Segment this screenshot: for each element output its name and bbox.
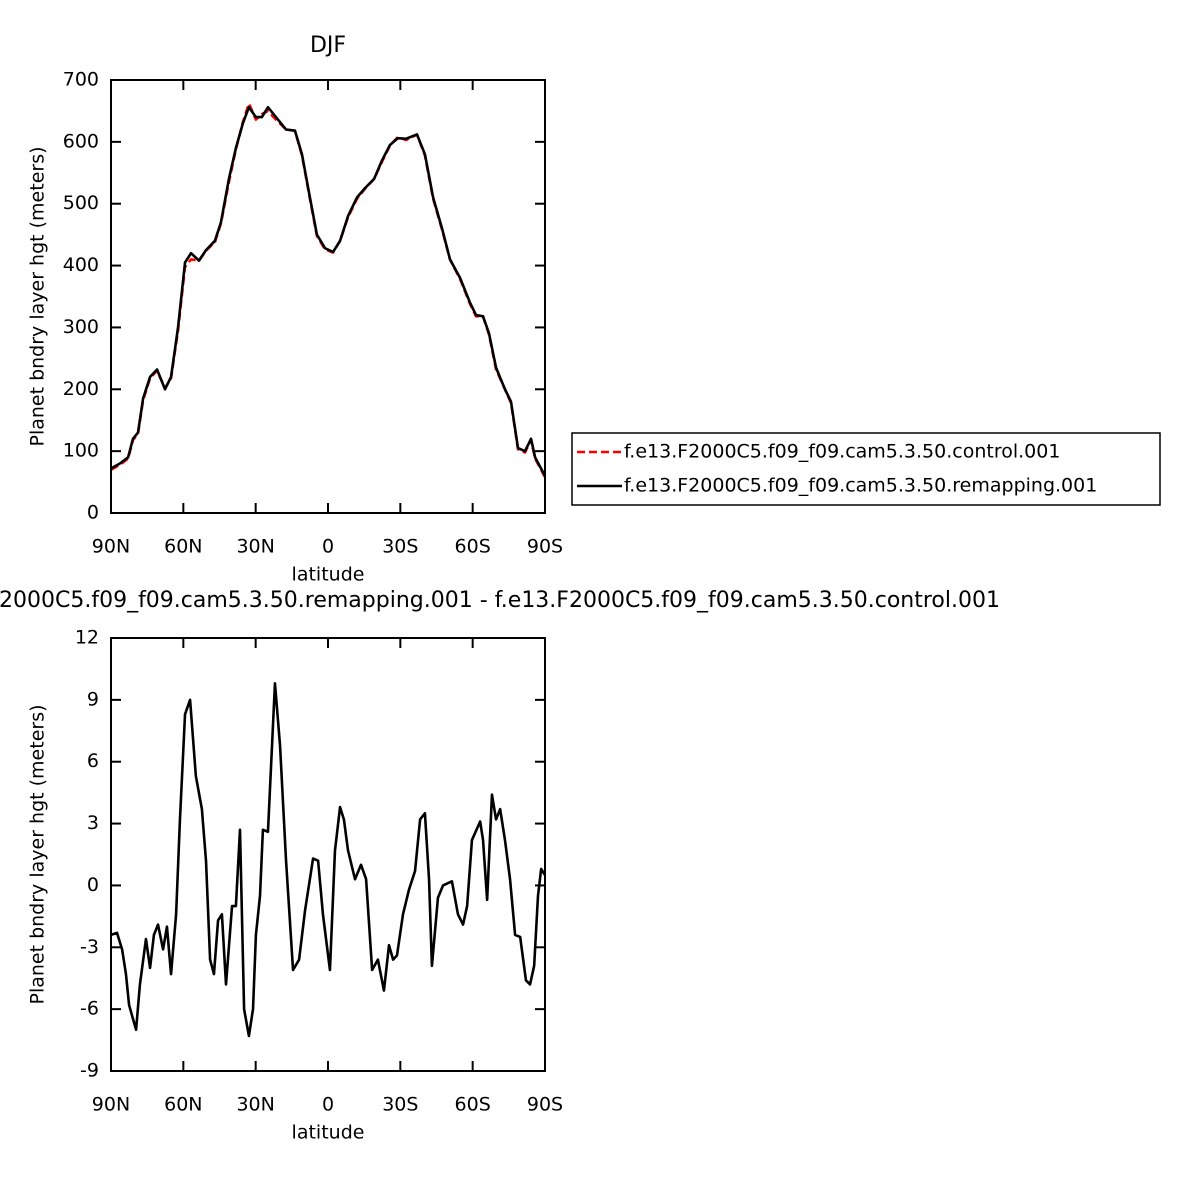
y-tick-label: 3 (87, 812, 99, 834)
y-tick-label: 500 (63, 192, 99, 214)
x-tick-label: 90N (92, 1094, 130, 1116)
x-axis-label: latitude (292, 1122, 365, 1144)
x-tick-label: 30N (236, 1094, 274, 1116)
data-line (110, 105, 547, 477)
y-tick-label: -9 (80, 1060, 99, 1082)
y-tick-label: 6 (87, 750, 99, 772)
plot-frame (110, 79, 546, 514)
x-tick-label: 90S (527, 1094, 563, 1116)
x-tick-label: 0 (322, 1094, 334, 1116)
y-tick-label: 600 (63, 130, 99, 152)
y-tick-label: 9 (87, 688, 99, 710)
y-axis-label: Planet bndry layer hgt (meters) (27, 704, 49, 1004)
y-tick-label: 400 (63, 254, 99, 276)
x-tick-label: 30S (382, 1094, 418, 1116)
chart-title: f.e13.F2000C5.f09_f09.cam5.3.50.remappin… (0, 588, 1000, 613)
y-tick-label: 300 (63, 316, 99, 338)
legend-box (571, 432, 1161, 506)
y-tick-label: -3 (80, 936, 99, 958)
legend-label: f.e13.F2000C5.f09_f09.cam5.3.50.control.… (624, 441, 1060, 463)
x-axis-label: latitude (292, 564, 365, 586)
x-tick-label: 90N (92, 536, 130, 558)
x-tick-label: 60S (455, 1094, 491, 1116)
y-tick-label: -6 (80, 998, 99, 1020)
x-tick-label: 30S (382, 536, 418, 558)
x-tick-label: 60N (164, 536, 202, 558)
x-tick-label: 60S (455, 536, 491, 558)
y-tick-label: 12 (75, 627, 99, 649)
data-line (110, 682, 547, 1038)
x-tick-label: 90S (527, 536, 563, 558)
plot-frame (110, 637, 546, 1072)
y-tick-label: 0 (87, 874, 99, 896)
y-tick-label: 700 (63, 69, 99, 91)
x-tick-label: 30N (236, 536, 274, 558)
legend-label: f.e13.F2000C5.f09_f09.cam5.3.50.remappin… (624, 475, 1097, 497)
y-tick-label: 200 (63, 378, 99, 400)
data-line (110, 102, 547, 478)
y-tick-label: 0 (87, 502, 99, 524)
chart-title: DJF (310, 33, 346, 58)
x-tick-label: 60N (164, 1094, 202, 1116)
x-tick-label: 0 (322, 536, 334, 558)
y-tick-label: 100 (63, 440, 99, 462)
y-axis-label: Planet bndry layer hgt (meters) (27, 146, 49, 446)
